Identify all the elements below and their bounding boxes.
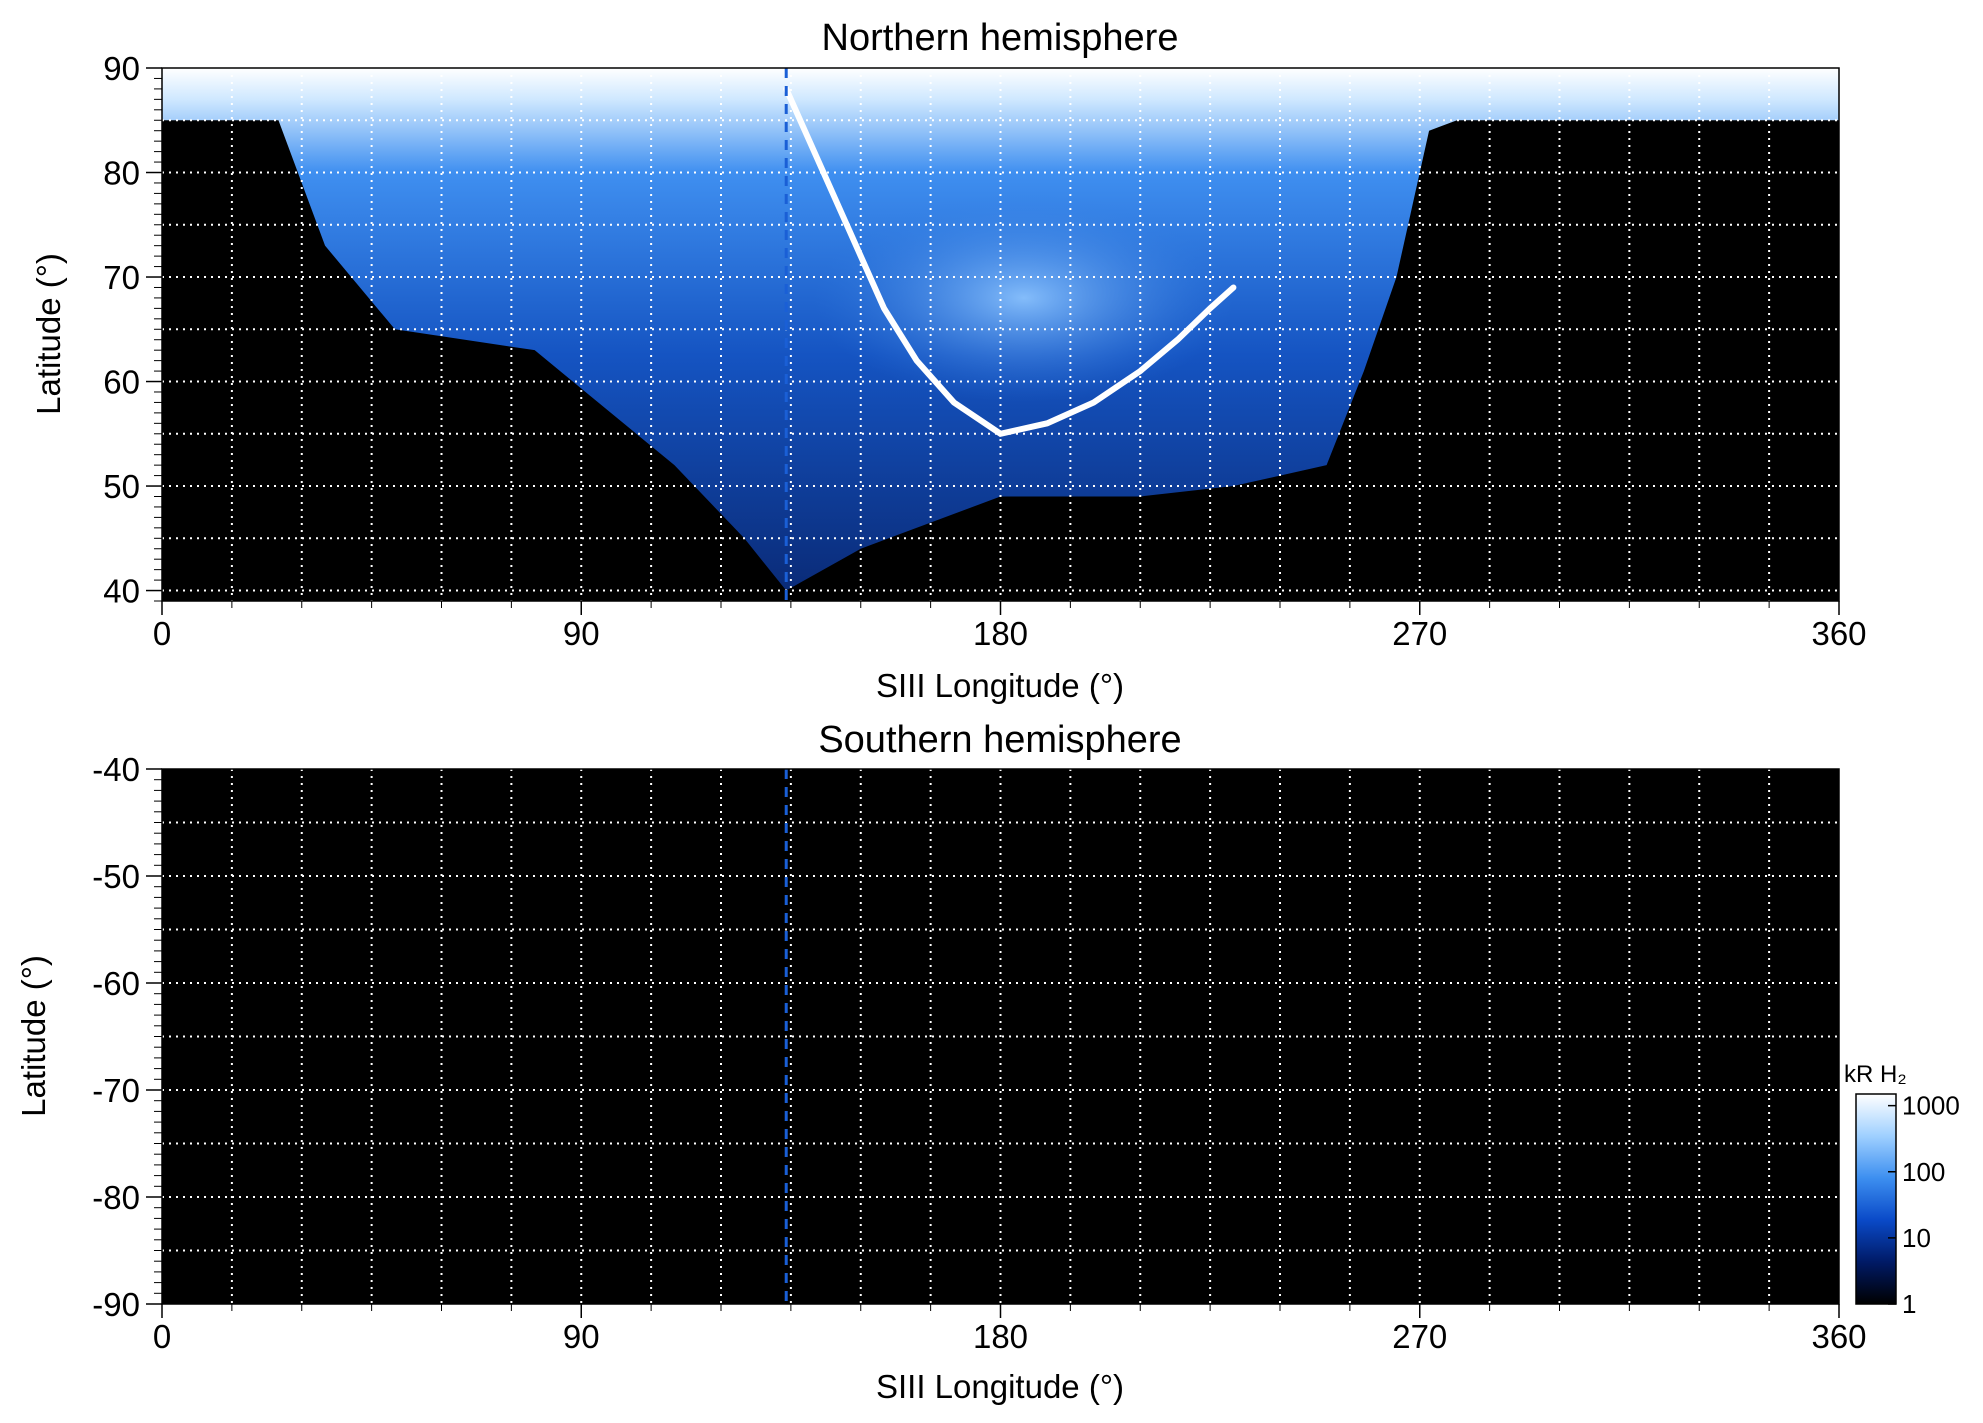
north-ytick-label: 60 (103, 364, 140, 401)
south-ytick-label: -80 (92, 1179, 140, 1216)
south-ytick-label: -50 (92, 858, 140, 895)
north-xlabel: SIII Longitude (°) (876, 667, 1124, 704)
north-panel: Northern hemisphere 0 90 180 270 360 40 50 60 70… (30, 17, 1867, 704)
colorbar-ticks: 1 10 100 1000 (1888, 1091, 1960, 1319)
north-main-oval (783, 85, 1237, 437)
south-xtick-label: 360 (1811, 1318, 1866, 1355)
north-axes: 0 90 180 270 360 40 50 60 70 80 90 (103, 50, 1866, 652)
south-ytick-label: -90 (92, 1286, 140, 1323)
south-xtick-label: 90 (563, 1318, 600, 1355)
south-xtick-label: 180 (973, 1318, 1028, 1355)
colorbar-tick-label: 1 (1902, 1289, 1916, 1319)
south-ytick-label: -40 (92, 751, 140, 788)
north-xtick-label: 180 (973, 615, 1028, 652)
south-panel: Southern hemisphere 0 90 180 270 360 -40 -50 -6… (15, 719, 1867, 1405)
north-title: Northern hemisphere (822, 17, 1179, 59)
south-grid (162, 769, 1839, 1304)
colorbar-tick-label: 10 (1902, 1223, 1931, 1253)
north-xtick-label: 90 (563, 615, 600, 652)
south-xlabel: SIII Longitude (°) (876, 1368, 1124, 1405)
south-title: Southern hemisphere (818, 719, 1181, 761)
south-xtick-label: 0 (153, 1318, 171, 1355)
colorbar-tick-label: 100 (1902, 1157, 1945, 1187)
south-ytick-label: -60 (92, 965, 140, 1002)
north-grid (162, 68, 1839, 601)
north-polar-glow (814, 193, 1234, 403)
south-ylabel: Latitude (°) (15, 955, 52, 1117)
colorbar-bar (1855, 1093, 1897, 1305)
north-ytick-label: 70 (103, 259, 140, 296)
south-xtick-label: 270 (1392, 1318, 1447, 1355)
north-xtick-label: 270 (1392, 615, 1447, 652)
north-ytick-label: 50 (103, 468, 140, 505)
south-ytick-label: -70 (92, 1072, 140, 1109)
north-ytick-label: 40 (103, 573, 140, 610)
north-ytick-label: 90 (103, 50, 140, 87)
north-xtick-label: 0 (153, 615, 171, 652)
colorbar-title: kR H₂ (1844, 1061, 1907, 1088)
colorbar: kR H₂ 1 10 100 1000 (1844, 1061, 1960, 1319)
colorbar-tick-label: 1000 (1902, 1091, 1960, 1121)
south-axes: 0 90 180 270 360 -40 -50 -60 -70 -80 -90 (92, 751, 1866, 1355)
north-ytick-label: 80 (103, 155, 140, 192)
north-ylabel: Latitude (°) (30, 253, 67, 415)
north-xtick-label: 360 (1811, 615, 1866, 652)
